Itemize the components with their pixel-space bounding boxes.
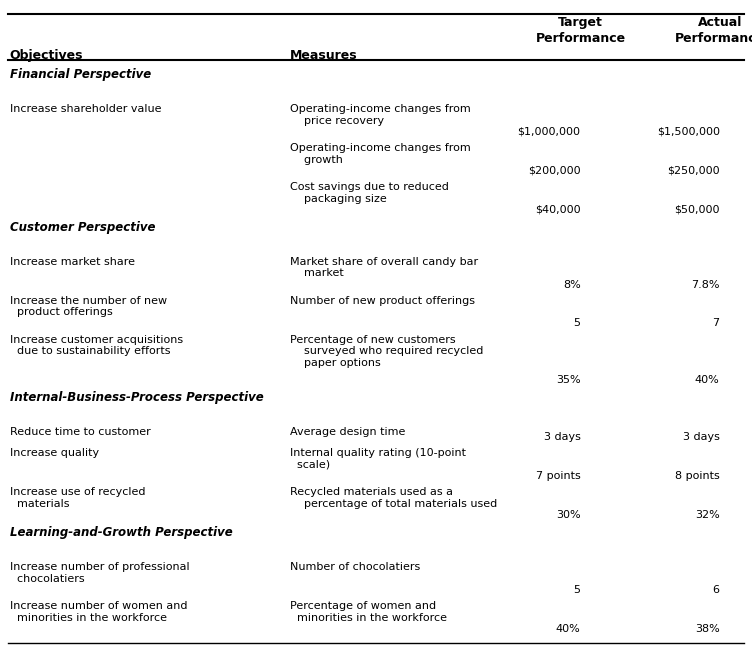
Text: Percentage of new customers
    surveyed who required recycled
    paper options: Percentage of new customers surveyed who… — [290, 335, 483, 368]
Text: Increase use of recycled
  materials: Increase use of recycled materials — [10, 488, 145, 509]
Text: 38%: 38% — [695, 624, 720, 633]
Text: 3 days: 3 days — [544, 432, 581, 442]
Text: 3 days: 3 days — [683, 432, 720, 442]
Text: $1,500,000: $1,500,000 — [656, 127, 720, 137]
Text: Financial Perspective: Financial Perspective — [10, 68, 151, 81]
Text: 7.8%: 7.8% — [691, 279, 720, 290]
Text: Increase market share: Increase market share — [10, 256, 135, 267]
Text: 35%: 35% — [556, 375, 581, 385]
Text: $200,000: $200,000 — [528, 166, 581, 176]
Text: $250,000: $250,000 — [667, 166, 720, 176]
Text: Internal-Business-Process Perspective: Internal-Business-Process Perspective — [10, 391, 263, 404]
Text: Increase quality: Increase quality — [10, 449, 99, 458]
Text: Increase number of women and
  minorities in the workforce: Increase number of women and minorities … — [10, 601, 187, 622]
Text: 8 points: 8 points — [675, 471, 720, 481]
Text: Average design time: Average design time — [290, 427, 405, 437]
Text: Operating-income changes from
    growth: Operating-income changes from growth — [290, 143, 470, 165]
Text: Recycled materials used as a
    percentage of total materials used: Recycled materials used as a percentage … — [290, 488, 497, 509]
Text: Actual
Performance: Actual Performance — [675, 16, 752, 46]
Text: $40,000: $40,000 — [535, 205, 581, 215]
Text: Operating-income changes from
    price recovery: Operating-income changes from price reco… — [290, 104, 470, 126]
Text: Objectives: Objectives — [10, 49, 83, 62]
Text: Target
Performance: Target Performance — [535, 16, 626, 46]
Text: $50,000: $50,000 — [674, 205, 720, 215]
Text: $1,000,000: $1,000,000 — [517, 127, 581, 137]
Text: 30%: 30% — [556, 510, 581, 520]
Text: Increase shareholder value: Increase shareholder value — [10, 104, 161, 114]
Text: 5: 5 — [574, 318, 581, 329]
Text: Increase customer acquisitions
  due to sustainability efforts: Increase customer acquisitions due to su… — [10, 335, 183, 356]
Text: Number of chocolatiers: Number of chocolatiers — [290, 562, 420, 572]
Text: 32%: 32% — [695, 510, 720, 520]
Text: Market share of overall candy bar
    market: Market share of overall candy bar market — [290, 256, 478, 279]
Text: Increase number of professional
  chocolatiers: Increase number of professional chocolat… — [10, 562, 190, 584]
Text: Percentage of women and
  minorities in the workforce: Percentage of women and minorities in th… — [290, 601, 447, 622]
Text: Increase the number of new
  product offerings: Increase the number of new product offer… — [10, 296, 167, 317]
Text: 40%: 40% — [695, 375, 720, 385]
Text: Measures: Measures — [290, 49, 357, 62]
Text: Learning-and-Growth Perspective: Learning-and-Growth Perspective — [10, 526, 232, 539]
Text: Customer Perspective: Customer Perspective — [10, 221, 155, 234]
Text: 8%: 8% — [562, 279, 581, 290]
Text: 7: 7 — [713, 318, 720, 329]
Text: 5: 5 — [574, 585, 581, 595]
Text: 6: 6 — [713, 585, 720, 595]
Text: Reduce time to customer: Reduce time to customer — [10, 427, 150, 437]
Text: Internal quality rating (10-point
  scale): Internal quality rating (10-point scale) — [290, 449, 465, 470]
Text: Number of new product offerings: Number of new product offerings — [290, 296, 475, 306]
Text: 40%: 40% — [556, 624, 581, 633]
Text: 7 points: 7 points — [535, 471, 581, 481]
Text: Cost savings due to reduced
    packaging size: Cost savings due to reduced packaging si… — [290, 182, 448, 204]
